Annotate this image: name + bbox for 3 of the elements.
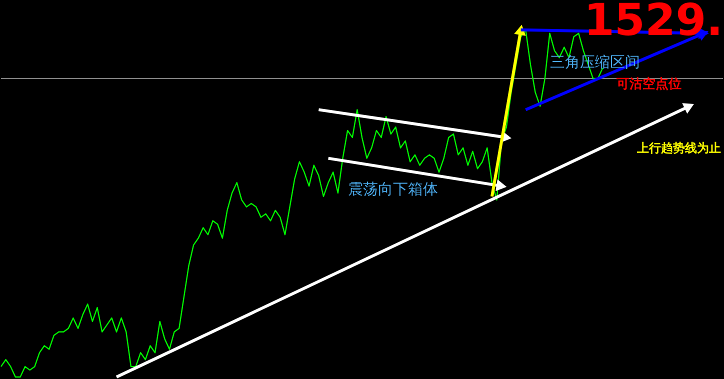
annotation: 震荡向下箱体 [348, 180, 438, 198]
annotation: 可沽空点位 [616, 76, 682, 92]
annotation: 上行趋势线为止 [636, 141, 721, 155]
